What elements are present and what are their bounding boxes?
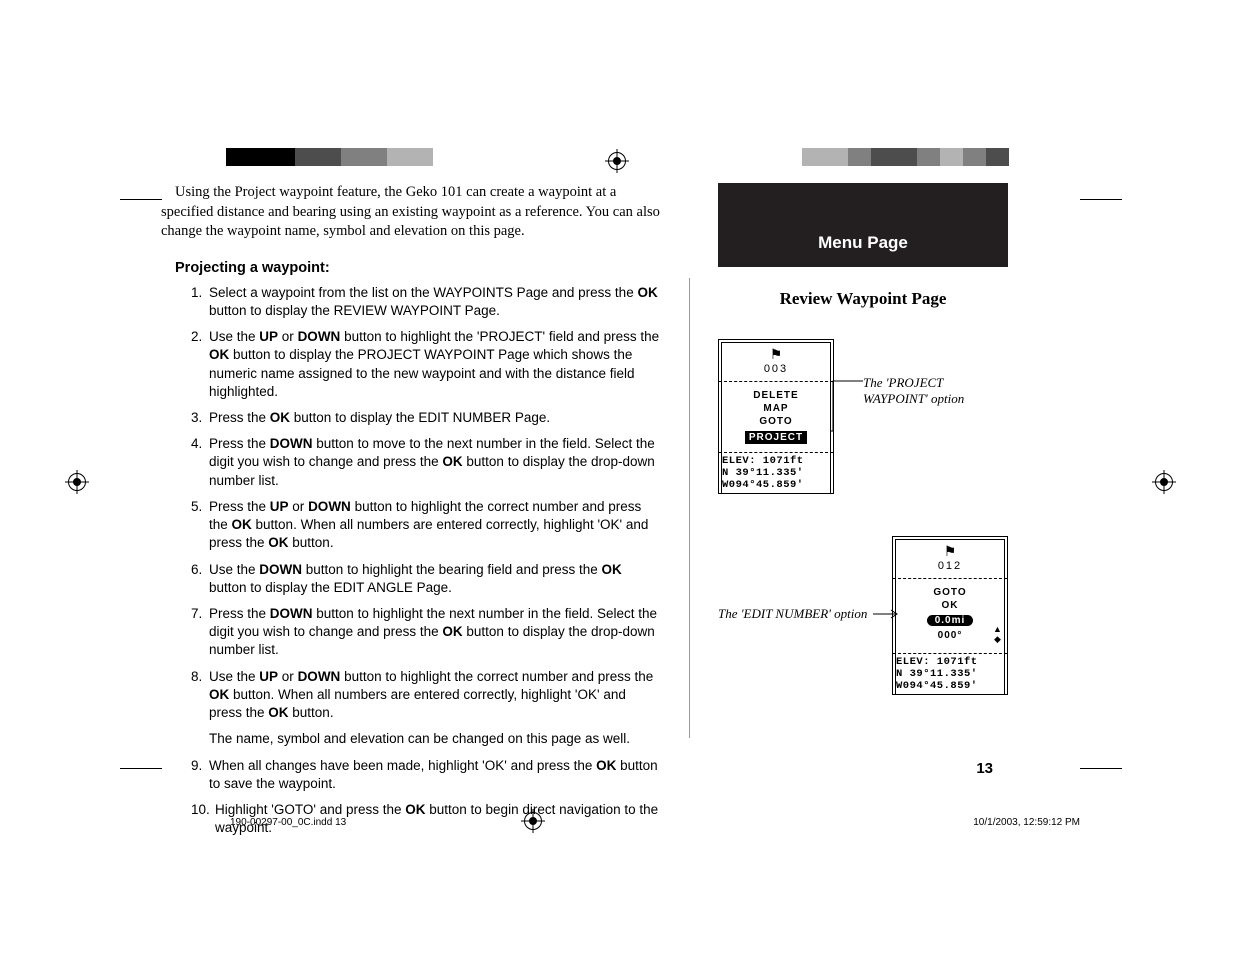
steps-list: Select a waypoint from the list on the W… [161,284,661,838]
caption-project: The 'PROJECT WAYPOINT' option [863,375,964,407]
callout-line [831,379,865,433]
lat-line: N 39°11.335' [896,668,1004,680]
step-aux: The name, symbol and elevation can be ch… [191,730,661,748]
distance-selected: 0.0mi [927,615,974,626]
registration-mark-icon [608,152,626,170]
bearing-value: 000° [901,630,999,641]
compass-icon: ▲◆ [993,624,1002,645]
figure-1: ⚑ 003 DELETE MAP GOTO PROJECT ELEV: 1071… [718,339,1008,494]
step-3: Press the OK button to display the EDIT … [191,409,661,427]
step-2: Use the UP or DOWN button to highlight t… [191,328,661,401]
column-divider [689,278,690,738]
flag-icon: ⚑ [893,543,1007,560]
waypoint-number: 012 [893,560,1007,572]
step-8: Use the UP or DOWN button to highlight t… [191,668,661,723]
menu-goto: GOTO [727,416,825,427]
crop-mark [120,199,162,200]
page-number: 13 [976,760,993,777]
color-bar [226,148,456,166]
section-title: Projecting a waypoint: [161,260,661,276]
step-7: Press the DOWN button to highlight the n… [191,605,661,660]
crop-mark [1080,199,1122,200]
crop-mark [1080,768,1122,769]
registration-mark-icon [1155,473,1173,491]
menu-map: MAP [727,403,825,414]
waypoint-number: 003 [719,363,833,375]
menu-page-header: Menu Page [718,183,1008,267]
menu-goto: GOTO [901,587,999,598]
color-bar [779,148,1009,166]
registration-mark-icon [68,473,86,491]
step-4: Press the DOWN button to move to the nex… [191,435,661,490]
elev-line: ELEV: 1071ft [722,455,830,467]
page-spread: Using the Project waypoint feature, the … [161,183,1074,767]
footer-timestamp: 10/1/2003, 12:59:12 PM [973,817,1080,828]
step-5: Press the UP or DOWN button to highlight… [191,498,661,553]
menu-delete: DELETE [727,390,825,401]
left-column: Using the Project waypoint feature, the … [161,183,661,767]
device-screen-1: ⚑ 003 DELETE MAP GOTO PROJECT ELEV: 1071… [718,339,834,494]
elev-line: ELEV: 1071ft [896,656,1004,668]
crop-mark [120,768,162,769]
intro-paragraph: Using the Project waypoint feature, the … [161,183,661,242]
step-9: When all changes have been made, highlig… [191,757,661,793]
step-1: Select a waypoint from the list on the W… [191,284,661,320]
lon-line: W094°45.859' [896,680,1004,692]
step-6: Use the DOWN button to highlight the bea… [191,561,661,597]
menu-project-selected: PROJECT [745,431,807,444]
flag-icon: ⚑ [719,346,833,363]
right-column: Menu Page Review Waypoint Page ⚑ 003 DEL… [718,183,1008,767]
callout-line [873,608,899,620]
figure-2: ⚑ 012 GOTO OK 0.0mi 000° ▲◆ ELEV: 1071ft… [718,536,1008,706]
lat-line: N 39°11.335' [722,467,830,479]
footer-file: 190-00297-00_0C.indd 13 [230,817,346,828]
caption-edit-number: The 'EDIT NUMBER' option [718,606,867,622]
footer: 190-00297-00_0C.indd 13 10/1/2003, 12:59… [230,817,1080,828]
lon-line: W094°45.859' [722,479,830,491]
device-screen-2: ⚑ 012 GOTO OK 0.0mi 000° ▲◆ ELEV: 1071ft… [892,536,1008,695]
menu-ok: OK [901,600,999,611]
review-waypoint-heading: Review Waypoint Page [718,289,1008,309]
